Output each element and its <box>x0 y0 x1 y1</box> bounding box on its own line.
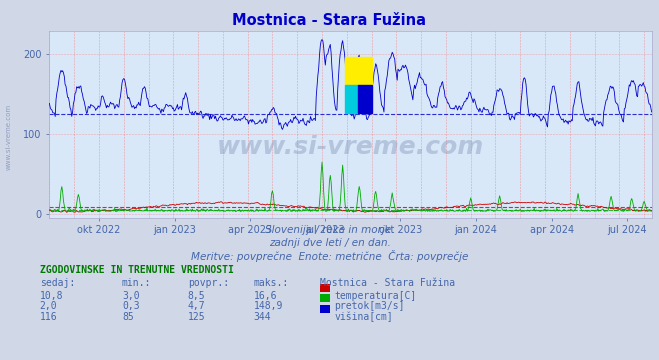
Bar <box>345 85 358 113</box>
Text: 85: 85 <box>122 312 134 322</box>
Text: Meritve: povprečne  Enote: metrične  Črta: povprečje: Meritve: povprečne Enote: metrične Črta:… <box>191 250 468 262</box>
Text: 2,0: 2,0 <box>40 301 57 311</box>
Text: zadnji dve leti / en dan.: zadnji dve leti / en dan. <box>269 238 390 248</box>
Text: min.:: min.: <box>122 278 152 288</box>
Bar <box>358 85 372 113</box>
Text: povpr.:: povpr.: <box>188 278 229 288</box>
Bar <box>345 57 372 85</box>
Text: maks.:: maks.: <box>254 278 289 288</box>
Text: 148,9: 148,9 <box>254 301 283 311</box>
Text: 125: 125 <box>188 312 206 322</box>
Text: 4,7: 4,7 <box>188 301 206 311</box>
Text: 8,5: 8,5 <box>188 291 206 301</box>
Text: Slovenija / reke in morje.: Slovenija / reke in morje. <box>265 225 394 235</box>
Text: 116: 116 <box>40 312 57 322</box>
Text: temperatura[C]: temperatura[C] <box>334 291 416 301</box>
Text: www.si-vreme.com: www.si-vreme.com <box>217 135 484 159</box>
Text: 3,0: 3,0 <box>122 291 140 301</box>
Text: pretok[m3/s]: pretok[m3/s] <box>334 301 405 311</box>
Text: sedaj:: sedaj: <box>40 278 74 288</box>
Text: 0,3: 0,3 <box>122 301 140 311</box>
Text: 16,6: 16,6 <box>254 291 277 301</box>
Text: Mostnica - Stara Fužina: Mostnica - Stara Fužina <box>233 13 426 28</box>
Text: www.si-vreme.com: www.si-vreme.com <box>5 104 12 170</box>
Text: višina[cm]: višina[cm] <box>334 312 393 323</box>
Text: ZGODOVINSKE IN TRENUTNE VREDNOSTI: ZGODOVINSKE IN TRENUTNE VREDNOSTI <box>40 265 233 275</box>
Text: Mostnica - Stara Fužina: Mostnica - Stara Fužina <box>320 278 455 288</box>
Text: 10,8: 10,8 <box>40 291 63 301</box>
Text: 344: 344 <box>254 312 272 322</box>
